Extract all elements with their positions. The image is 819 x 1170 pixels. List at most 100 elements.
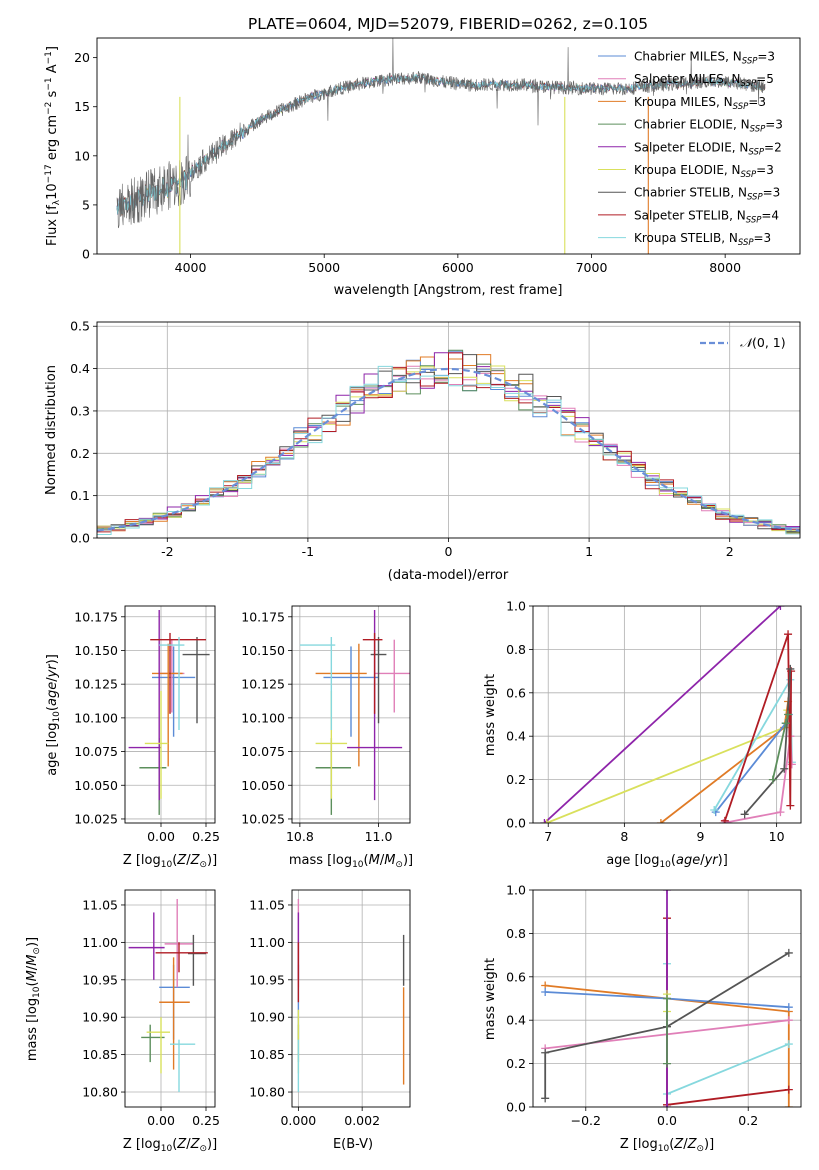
axes-frame [124,605,216,824]
x-tick-label: −0.2 [571,1113,601,1128]
legend-entry: Salpeter ELODIE, NSSP=2 [634,140,782,157]
age-weight-xlabel: age [log10(age/yr)] [606,853,728,870]
legend-entry: Salpeter STELIB, NSSP=4 [634,208,779,225]
y-tick-label: 10.80 [249,1085,285,1100]
y-tick-label: 0.1 [70,488,90,503]
x-tick-label: 0.00 [147,1113,175,1128]
spectrum-xlabel: wavelength [Angstrom, rest frame] [334,283,563,298]
spectrum-axes: 4000 5000 6000 7000 8000 0 5 10 15 20 [74,37,801,275]
residuals-legend-label: 𝒩(0, 1) [740,335,786,350]
x-tick-label: 7000 [576,260,608,275]
weight-line-salpeter_stelib [724,633,792,822]
x-tick-label: 8000 [709,260,741,275]
y-tick-label: 0.0 [506,1100,526,1115]
weight-point-salpeter_elodie [663,1103,671,1107]
y-tick-label: 0.8 [506,642,526,657]
y-tick-label: 10.150 [74,643,118,658]
y-tick-label: 10.90 [82,1010,118,1025]
legend-entry: Chabrier ELODIE, NSSP=3 [634,118,783,135]
y-tick-label: 0.6 [506,969,526,984]
data-spectrum [116,38,766,229]
weight-line-salpeter_elodie [543,606,782,823]
y-tick-label: 10.100 [74,710,118,725]
weight-point-chabrier_elodie [768,775,777,784]
x-tick-label: 9 [697,829,705,844]
y-tick-label: 11.00 [82,935,118,950]
weight-point-salpeter_stelib [784,1085,793,1094]
y-tick-label: 0 [82,247,90,262]
legend-entry: Chabrier STELIB, NSSP=3 [634,186,780,203]
z-age-ylabel: age [log10(age/yr)] [45,654,62,776]
ebv-mass-xlabel: E(B-V) [333,1137,373,1152]
z-mass-axes: 0.00 0.25 10.80 10.85 10.90 10.95 11.00 11.05 [82,889,220,1128]
legend-entry: Kroupa MILES, NSSP=3 [634,95,766,112]
x-tick-label: 10 [769,829,785,844]
z-mass-ylabel: mass [log10(M/M⊙)] [25,937,42,1061]
weight-point-salpeter_stelib [720,816,729,823]
weight-point-salpeter_elodie [663,890,671,894]
z-weight-xlabel: Z [log10(Z/Z⊙)] [620,1137,714,1154]
spectrum-ylabel: Flux [fλ10−17 erg cm−2 s−1 A−1] [44,46,62,246]
x-tick-label: -2 [161,544,173,559]
y-tick-label: 10.85 [82,1047,118,1062]
z-age-xlabel: Z [log10(Z/Z⊙)] [123,853,217,870]
weight-point-chabrier_stelib [786,664,795,673]
x-tick-label: -1 [302,544,314,559]
z-weight-ylabel: mass weight [483,958,498,1040]
y-tick-label: 10.050 [74,778,118,793]
y-tick-label: 10.85 [249,1047,285,1062]
y-tick-label: 10.025 [241,811,285,826]
x-tick-label: 6000 [442,260,474,275]
y-tick-label: 0.2 [506,772,526,787]
x-tick-label: 0 [445,544,453,559]
x-tick-label: 11.0 [365,829,393,844]
weight-point-salpeter_miles [776,808,785,817]
age-weight-axes: 7 8 9 10 0.0 0.2 0.4 0.6 0.8 1.0 [506,599,802,844]
weight-line-chabrier_stelib [544,952,790,1099]
x-tick-label: 5000 [308,260,340,275]
residuals-axes: -2 -1 0 1 2 0.0 0.1 0.2 0.3 0.4 0.5 [70,319,801,559]
y-tick-label: 10 [74,148,90,163]
weight-point-salpeter_elodie [776,606,785,610]
weight-point-kroupa_stelib [710,805,719,814]
y-tick-label: 11.05 [249,897,285,912]
y-tick-label: 0.0 [506,816,526,831]
weight-point-kroupa_miles [784,1103,793,1107]
axes-frame [96,321,801,539]
z-mass-xlabel: Z [log10(Z/Z⊙)] [123,1137,217,1154]
normal-curve [97,367,800,532]
y-tick-label: 10.150 [241,643,285,658]
x-tick-label: 0.00 [147,829,175,844]
y-tick-label: 0.6 [506,685,526,700]
y-tick-label: 10.125 [74,677,118,692]
y-tick-label: 5 [82,197,90,212]
x-tick-label: 1 [585,544,593,559]
weight-line-kroupa_miles [545,984,790,1107]
y-tick-label: 0.2 [70,446,90,461]
residuals-ylabel: Normed distribution [44,365,59,495]
y-tick-label: 20 [74,50,90,65]
axes-frame [291,605,411,824]
y-tick-label: 11.05 [82,897,118,912]
ebv-mass-axes: 0.000 0.002 10.80 10.85 10.90 10.95 11.00 11.05 [249,889,411,1128]
x-tick-label: 8 [620,829,628,844]
weight-point-salpeter_miles [784,1016,793,1025]
axes-frame [532,889,802,1108]
z-weight-axes: −0.2 0.0 0.2 0.0 0.2 0.4 0.6 0.8 1.0 [506,883,802,1128]
z-age-axes: 0.00 0.25 10.025 10.050 10.075 10.100 10.125 10… [74,605,220,844]
weight-point-kroupa_miles [656,819,665,823]
y-tick-label: 0.3 [70,403,90,418]
axes-frame [291,889,411,1108]
x-tick-label: 10.8 [286,829,314,844]
weight-point-chabrier_stelib [784,948,793,957]
x-tick-label: 4000 [175,260,207,275]
y-tick-label: 10.175 [74,609,118,624]
weight-point-salpeter_elodie [540,819,549,823]
axes-frame [124,889,216,1108]
y-tick-label: 0.0 [70,531,90,546]
y-tick-label: 10.90 [249,1010,285,1025]
y-tick-label: 0.4 [506,729,526,744]
y-tick-label: 15 [74,99,90,114]
x-tick-label: 0.0 [657,1113,677,1128]
